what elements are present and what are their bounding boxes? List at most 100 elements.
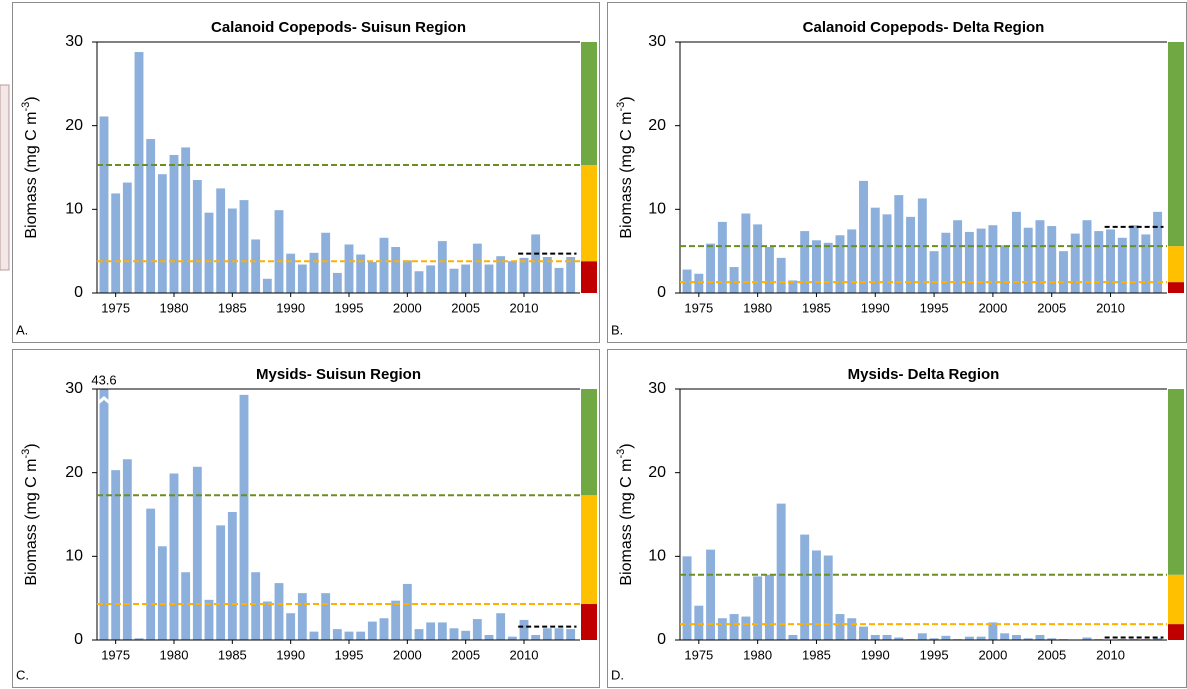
bar [507, 636, 517, 640]
bar [449, 628, 459, 640]
bar [976, 636, 986, 640]
bar [800, 534, 810, 640]
bar [870, 634, 880, 640]
bar [1011, 634, 1021, 640]
bar [437, 622, 447, 640]
bar [694, 273, 704, 293]
bar [964, 636, 974, 640]
y-tick-label: 20 [648, 117, 666, 134]
bar [566, 629, 576, 640]
y-axis-label: Biomass (mg C m-3) [20, 96, 40, 238]
bar [811, 550, 821, 640]
bar [776, 503, 786, 640]
y-tick-label: 10 [648, 548, 666, 565]
panel: Mysids- Suisun Region C. Biomass (mg C m-3… [12, 349, 600, 688]
bar [239, 394, 249, 640]
bar [449, 268, 459, 293]
bar [929, 251, 939, 293]
bar [1035, 220, 1045, 293]
bar [472, 619, 482, 640]
y-tick-label: 30 [648, 380, 666, 397]
bar [157, 546, 167, 640]
bar [1129, 225, 1139, 293]
bar [367, 621, 377, 640]
bar [988, 622, 998, 640]
bar [297, 593, 307, 640]
panel: Mysids- Delta Region D. Biomass (mg C m-3)… [607, 349, 1187, 688]
bar [414, 629, 424, 640]
bar [554, 267, 564, 293]
chart-title: Calanoid Copepods- Suisun Region [211, 19, 466, 36]
bar [1082, 637, 1092, 640]
bar [122, 459, 132, 640]
bar [367, 262, 377, 293]
bar [274, 583, 284, 640]
bar [531, 234, 541, 293]
bar [297, 264, 307, 293]
panel-label: A. [16, 322, 28, 337]
bar [1023, 227, 1033, 293]
bar [391, 600, 401, 640]
panel-label: B. [611, 322, 623, 337]
y-label-text: Biomass (mg C m [23, 458, 40, 585]
bar [227, 511, 237, 640]
x-tick-label: 2000 [978, 647, 1007, 662]
bar [882, 634, 892, 640]
bars [682, 503, 1163, 640]
bar [216, 188, 226, 293]
bar [906, 216, 916, 293]
x-tick-label: 1975 [101, 300, 130, 315]
y-label-sup: -3 [615, 449, 627, 459]
bars [682, 180, 1163, 293]
bar [484, 264, 494, 293]
bar [1011, 211, 1021, 293]
bar [1070, 233, 1080, 293]
x-tick-label: 2005 [451, 647, 480, 662]
bar [332, 272, 342, 293]
bar [332, 629, 342, 640]
bar [519, 257, 529, 293]
y-tick-label: 20 [65, 464, 83, 481]
bar [823, 242, 833, 293]
bar [1141, 234, 1151, 293]
bar [1094, 231, 1104, 293]
x-tick-label: 2005 [1037, 300, 1066, 315]
status-red [1168, 624, 1184, 640]
bar [426, 622, 436, 640]
x-tick-label: 1995 [920, 647, 949, 662]
x-tick-label: 2000 [393, 647, 422, 662]
bar [788, 280, 798, 293]
bar [169, 473, 179, 640]
chart-title: Mysids- Suisun Region [256, 366, 421, 383]
bar [414, 271, 424, 293]
bar [964, 231, 974, 293]
bar [379, 237, 389, 293]
y-label-text: Biomass (mg C m [23, 111, 40, 238]
bar [111, 470, 121, 640]
bar [1106, 229, 1116, 293]
y-axis-label: Biomass (mg C m-3) [615, 96, 635, 238]
y-tick-label: 10 [65, 548, 83, 565]
bar [706, 549, 716, 640]
bars [99, 389, 576, 640]
y-tick-label: 10 [65, 201, 83, 218]
bar [776, 257, 786, 293]
bar [847, 618, 857, 640]
bar [99, 389, 109, 640]
y-axis-label: Biomass (mg C m-3) [615, 443, 635, 585]
bar [262, 278, 272, 293]
y-label-end: ) [23, 96, 40, 101]
bar [882, 214, 892, 293]
bar [542, 628, 552, 640]
y-label-sup: -3 [615, 102, 627, 112]
bar [823, 555, 833, 640]
bar [169, 154, 179, 293]
bar [1153, 638, 1163, 640]
x-tick-label: 1985 [218, 647, 247, 662]
bar [800, 231, 810, 293]
x-tick-label: 2010 [1096, 300, 1125, 315]
bar [1153, 211, 1163, 293]
y-label-end: ) [618, 96, 635, 101]
y-tick-label: 0 [657, 284, 666, 301]
bar [426, 265, 436, 293]
